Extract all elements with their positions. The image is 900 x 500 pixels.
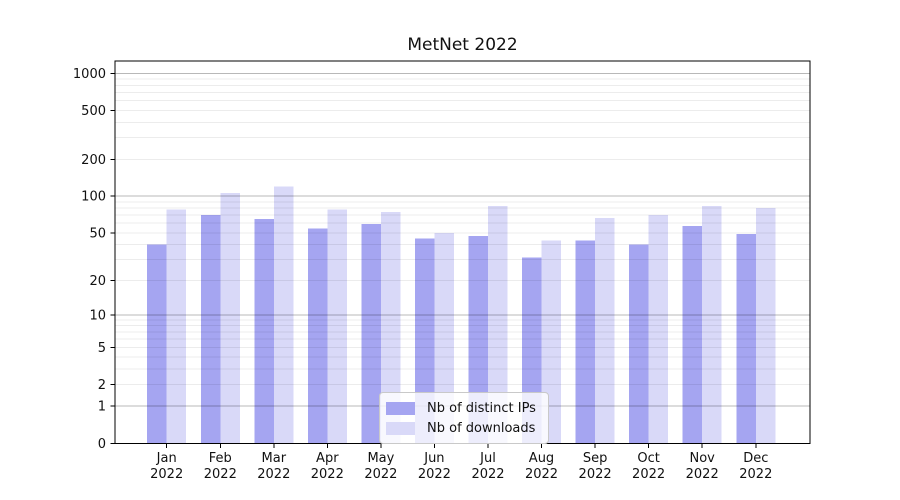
y-tick-label: 500 bbox=[81, 104, 106, 119]
chart-title: MetNet 2022 bbox=[407, 35, 518, 55]
y-tick-label: 2 bbox=[98, 378, 106, 393]
x-tick-label-month: Apr bbox=[316, 451, 339, 466]
bar-distinct-ips-Dec bbox=[736, 233, 756, 444]
bar-downloads-May bbox=[380, 212, 401, 444]
x-tick-label-month: Mar bbox=[262, 451, 287, 466]
bar-distinct-ips-Jan bbox=[147, 244, 167, 444]
bar-distinct-ips-Apr bbox=[307, 228, 328, 444]
bar-distinct-ips-Sep bbox=[575, 240, 596, 444]
bar-downloads-Jun bbox=[434, 232, 454, 444]
y-tick-label: 5 bbox=[98, 341, 106, 356]
bar-distinct-ips-Nov bbox=[682, 225, 703, 444]
legend-label: Nb of distinct IPs bbox=[427, 400, 536, 416]
bar-downloads-Apr bbox=[327, 209, 347, 444]
bar-downloads-Mar bbox=[273, 186, 294, 444]
x-tick-label-month: Aug bbox=[529, 451, 554, 466]
x-tick-label-year: 2022 bbox=[204, 467, 237, 482]
bar-downloads-Sep bbox=[595, 218, 615, 444]
legend-item: Nb of distinct IPs bbox=[386, 398, 536, 418]
bar-downloads-Dec bbox=[755, 208, 776, 444]
x-tick-label-month: Feb bbox=[209, 451, 232, 466]
bar-distinct-ips-Mar bbox=[254, 219, 274, 444]
bar-downloads-Oct bbox=[648, 215, 669, 444]
y-tick-label: 100 bbox=[81, 190, 106, 205]
bar-distinct-ips-Feb bbox=[200, 215, 221, 444]
gridlines-minor bbox=[115, 78, 810, 385]
x-tick-label-year: 2022 bbox=[471, 467, 504, 482]
x-tick-label-year: 2022 bbox=[686, 467, 719, 482]
x-tick-label-year: 2022 bbox=[311, 467, 344, 482]
y-tick-label: 1 bbox=[98, 400, 106, 415]
x-tick-label-year: 2022 bbox=[739, 467, 772, 482]
x-tick-label-month: Dec bbox=[743, 451, 768, 466]
bar-downloads-Jan bbox=[166, 209, 187, 444]
bar-distinct-ips-May bbox=[361, 224, 381, 444]
x-tick-label-year: 2022 bbox=[257, 467, 290, 482]
x-tick-label-month: May bbox=[367, 451, 394, 466]
y-axis: 0 1 2 5 10 20 50 100 200 500 1000 bbox=[73, 67, 115, 452]
legend-swatch-distinct-ips bbox=[386, 401, 415, 415]
x-tick-label-month: Nov bbox=[690, 451, 716, 466]
x-tick-label-year: 2022 bbox=[579, 467, 612, 482]
x-tick-label-year: 2022 bbox=[632, 467, 665, 482]
x-axis: Jan2022Feb2022Mar2022Apr2022May2022Jun20… bbox=[150, 443, 772, 482]
x-tick-label-year: 2022 bbox=[364, 467, 397, 482]
y-tick-label: 50 bbox=[89, 226, 106, 241]
x-tick-label-year: 2022 bbox=[525, 467, 558, 482]
x-tick-label-month: Oct bbox=[637, 451, 659, 466]
x-tick-label-month: Sep bbox=[583, 451, 608, 466]
bar-downloads-Feb bbox=[220, 193, 240, 444]
x-tick-label-year: 2022 bbox=[418, 467, 451, 482]
legend-swatch-downloads bbox=[386, 421, 415, 435]
y-tick-label: 10 bbox=[89, 308, 106, 323]
legend-item: Nb of downloads bbox=[386, 418, 536, 438]
bar-downloads-Jul bbox=[488, 206, 508, 444]
x-tick-label-year: 2022 bbox=[150, 467, 183, 482]
bar-distinct-ips-Oct bbox=[629, 244, 649, 444]
x-tick-label-month: Jul bbox=[479, 451, 496, 466]
bar-distinct-ips-Jul bbox=[468, 236, 488, 444]
x-tick-label-month: Jun bbox=[423, 451, 444, 466]
y-tick-label: 0 bbox=[98, 437, 106, 452]
y-tick-label: 1000 bbox=[73, 67, 106, 82]
legend: Nb of distinct IPs Nb of downloads bbox=[379, 392, 549, 444]
legend-label: Nb of downloads bbox=[427, 420, 536, 436]
y-tick-label: 20 bbox=[89, 274, 106, 289]
x-tick-label-month: Jan bbox=[156, 451, 177, 466]
bars-layer bbox=[147, 186, 776, 444]
bar-downloads-Nov bbox=[702, 206, 722, 444]
y-tick-label: 200 bbox=[81, 153, 106, 168]
